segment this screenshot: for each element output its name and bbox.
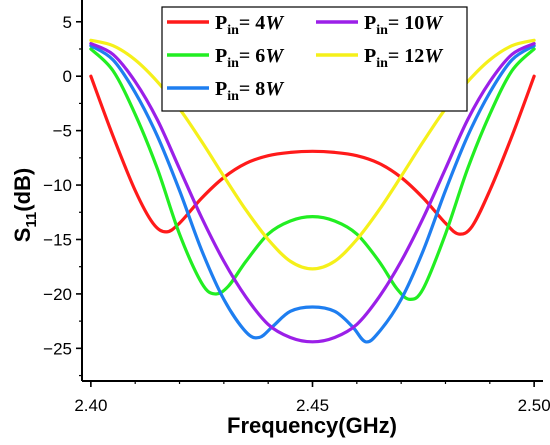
series-line-pin-10w	[89, 41, 536, 344]
legend-box	[161, 6, 468, 112]
legend-entry-pin-10w: Pin= 10W	[316, 12, 443, 38]
x-axis-title: Frequency(GHz)	[227, 413, 397, 438]
y-tick-label: −25	[43, 339, 72, 358]
y-axis-title-sub: 11	[23, 212, 40, 228]
legend-label: Pin= 12W	[364, 45, 443, 71]
legend-entry-pin-8w: Pin= 8W	[167, 78, 284, 104]
y-tick-label: −20	[43, 285, 72, 304]
legend-entry-pin-4w: Pin= 4W	[167, 12, 284, 38]
legend: Pin= 4W Pin= 10W Pin= 6W Pin= 12W Pin= 8W	[161, 6, 468, 112]
x-tick-label: 2.50	[518, 396, 550, 415]
tick-marks	[76, 20, 535, 387]
tick-labels: 2.40 2.45 2.50 5 0 −5 −10 −15 −20 −25	[43, 13, 550, 415]
x-tick-label: 2.40	[74, 396, 107, 415]
legend-label: Pin= 10W	[364, 12, 443, 38]
y-axis-title-main: S	[10, 228, 35, 243]
y-tick-label: 5	[63, 13, 72, 32]
y-tick-label: −15	[43, 230, 72, 249]
svg-text:S11(dB): S11(dB)	[10, 168, 40, 243]
legend-label: Pin= 6W	[215, 45, 284, 71]
legend-entry-pin-12w: Pin= 12W	[316, 45, 443, 71]
y-axis-title: S11(dB)	[10, 168, 40, 243]
y-axis-title-tail: (dB)	[10, 168, 35, 212]
legend-label: Pin= 4W	[215, 12, 284, 38]
legend-label: Pin= 8W	[215, 78, 284, 104]
series-line-pin-4w	[89, 74, 536, 236]
series-line-pin-8w	[89, 44, 536, 344]
x-tick-label: 2.45	[296, 396, 329, 415]
y-tick-label: −10	[43, 176, 72, 195]
legend-entry-pin-6w: Pin= 6W	[167, 45, 284, 71]
y-tick-label: 0	[63, 67, 72, 86]
series-line-pin-6w	[89, 47, 536, 301]
y-tick-label: −5	[53, 122, 72, 141]
